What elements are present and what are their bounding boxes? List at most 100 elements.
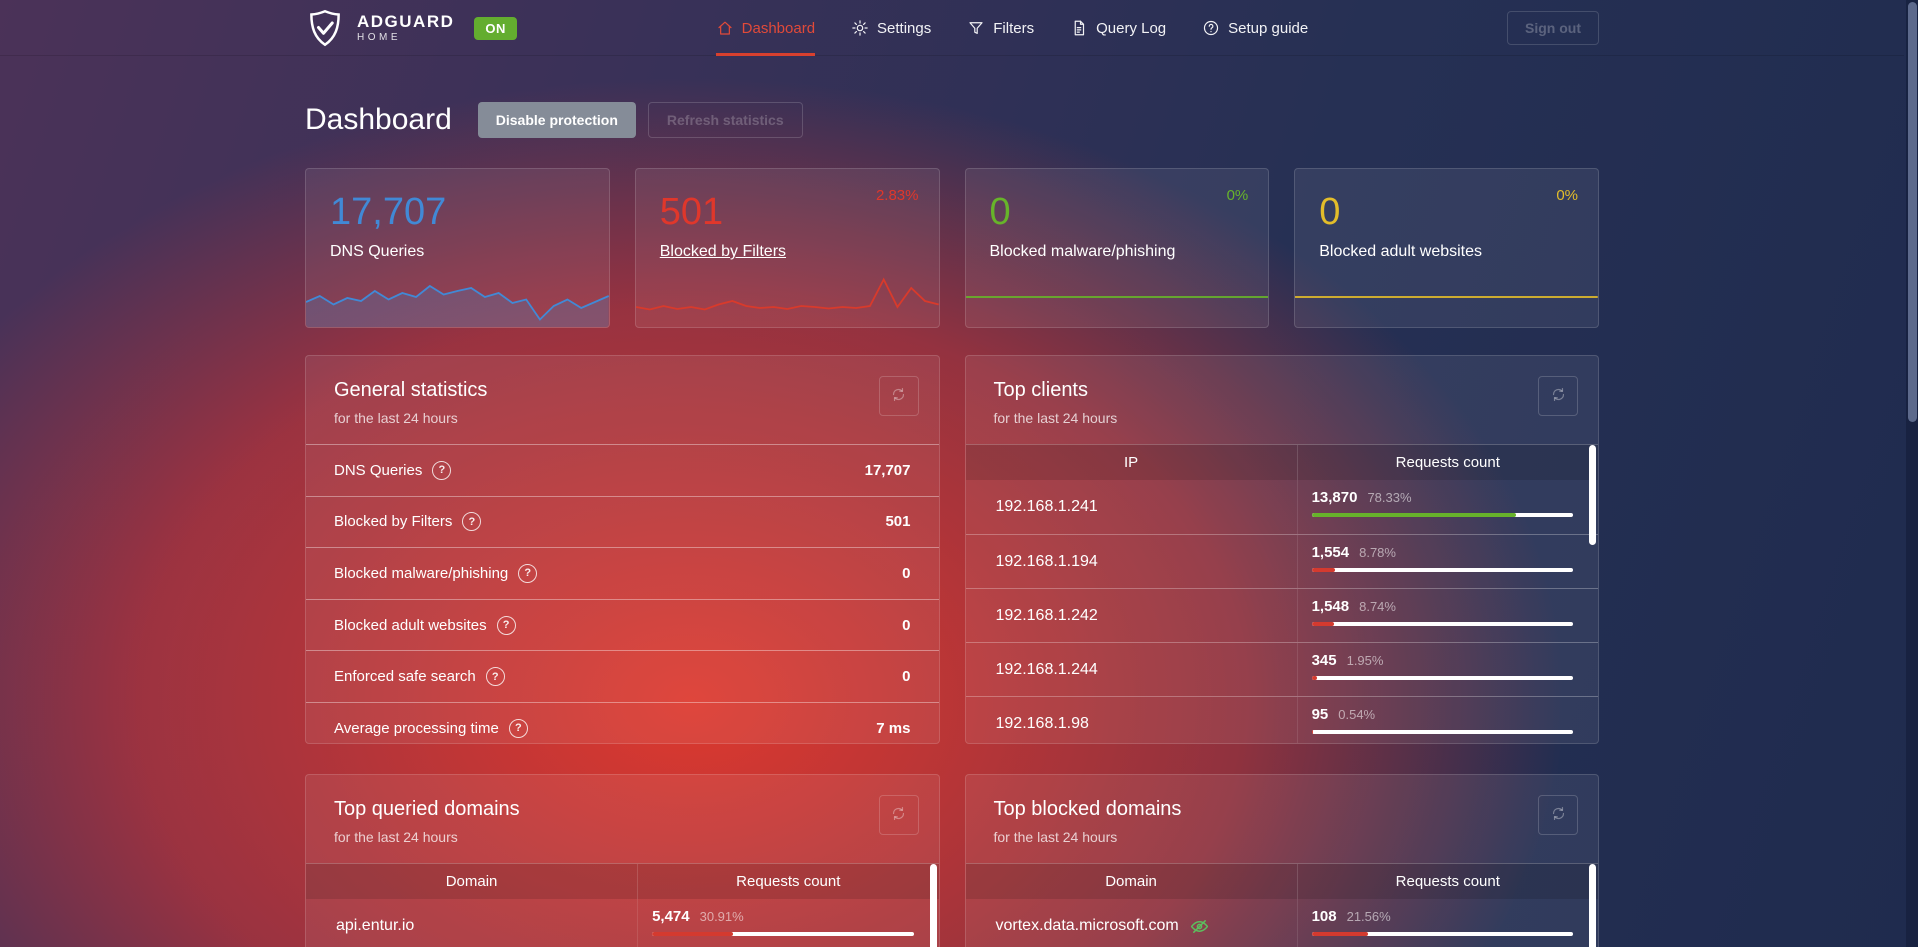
stat-label: DNS Queries bbox=[330, 243, 425, 260]
refresh-button[interactable] bbox=[878, 376, 919, 416]
funnel-icon bbox=[967, 19, 985, 37]
domain-name: vortex.data.microsoft.com bbox=[995, 917, 1179, 934]
help-icon[interactable]: ? bbox=[508, 718, 528, 738]
blocked-by-filters-sparkline bbox=[636, 277, 939, 327]
blocked-rows: vortex.data.microsoft.com 108 21.56% bbox=[966, 899, 1599, 947]
refresh-button[interactable] bbox=[1538, 376, 1578, 416]
progress-fill bbox=[1311, 676, 1317, 680]
panel-subtitle: for the last 24 hours bbox=[993, 410, 1118, 426]
table-scrollbar-thumb[interactable] bbox=[929, 864, 937, 947]
queried-domains-table: Domain Requests count api.entur.io 5,474… bbox=[306, 863, 939, 947]
window-scrollbar-track[interactable] bbox=[1906, 0, 1918, 947]
nav-item-query-log[interactable]: Query Log bbox=[1070, 0, 1166, 56]
stat-percent: 2.83% bbox=[875, 187, 919, 204]
requests-percent: 21.56% bbox=[1346, 909, 1391, 924]
eye-off-icon[interactable] bbox=[1189, 916, 1210, 937]
doc-icon bbox=[1070, 19, 1088, 37]
requests-count: 345 bbox=[1311, 652, 1337, 669]
nav-item-dashboard[interactable]: Dashboard bbox=[715, 0, 816, 56]
home-icon bbox=[716, 19, 734, 37]
stat-label[interactable]: Blocked by Filters bbox=[659, 243, 787, 260]
blocked-malware-sparkline bbox=[966, 277, 1269, 327]
stat-label: Blocked malware/phishing bbox=[989, 243, 1176, 260]
requests-count: 5,474 bbox=[652, 908, 690, 925]
stat-card-blocked-by-filters: 501 Blocked by Filters 2.83% bbox=[634, 168, 940, 328]
stat-row-label: Blocked malware/phishing bbox=[334, 564, 509, 582]
panel-top-blocked-domains: Top blocked domains for the last 24 hour… bbox=[964, 774, 1599, 947]
panel-title: Top clients bbox=[993, 379, 1089, 401]
requests-count: 13,870 bbox=[1311, 489, 1358, 506]
stat-label: Blocked adult websites bbox=[1319, 243, 1483, 260]
column-header-ip: IP bbox=[966, 445, 1298, 480]
stats-row: Blocked adult websites ? 0 bbox=[306, 598, 939, 651]
progress-bar bbox=[1311, 622, 1573, 626]
progress-fill bbox=[1311, 622, 1335, 626]
app-logo[interactable]: ADGUARD HOME ON bbox=[305, 8, 517, 48]
client-row: 192.168.1.98 95 0.54% bbox=[965, 696, 1598, 743]
client-ip: 192.168.1.244 bbox=[966, 643, 1298, 696]
stat-row-value: 7 ms bbox=[876, 719, 911, 737]
requests-percent: 1.95% bbox=[1346, 653, 1384, 668]
sign-out-button[interactable]: Sign out bbox=[1507, 11, 1599, 45]
stat-row-label: Blocked adult websites bbox=[334, 616, 487, 634]
progress-bar bbox=[1311, 568, 1573, 572]
requests-percent: 0.54% bbox=[1338, 707, 1376, 722]
stat-value: 0 bbox=[989, 191, 1011, 233]
disable-protection-button[interactable]: Disable protection bbox=[477, 102, 636, 138]
column-header-domain: Domain bbox=[306, 864, 639, 899]
progress-fill bbox=[1311, 730, 1313, 734]
column-header-requests-count: Requests count bbox=[1395, 873, 1500, 890]
panel-title: Top blocked domains bbox=[993, 798, 1182, 820]
client-ip: 192.168.1.194 bbox=[966, 535, 1298, 588]
column-header-requests-count: Requests count bbox=[1395, 454, 1500, 471]
help-icon[interactable]: ? bbox=[518, 563, 538, 583]
queried-rows: api.entur.io 5,474 30.91% bbox=[306, 899, 939, 947]
table-scrollbar-thumb[interactable] bbox=[1589, 445, 1596, 545]
help-icon[interactable]: ? bbox=[496, 615, 516, 635]
requests-count: 1,554 bbox=[1311, 544, 1350, 561]
refresh-icon bbox=[890, 805, 907, 825]
progress-fill bbox=[1311, 932, 1368, 936]
refresh-button[interactable] bbox=[1538, 795, 1578, 835]
stat-row-label: Average processing time bbox=[334, 719, 499, 737]
shield-logo-icon bbox=[310, 9, 340, 47]
stat-value: 17,707 bbox=[330, 191, 447, 233]
refresh-button[interactable] bbox=[878, 795, 919, 835]
stat-row-value: 0 bbox=[902, 668, 911, 686]
stat-row-value: 17,707 bbox=[864, 461, 911, 479]
gear-icon bbox=[851, 19, 869, 37]
help-icon[interactable]: ? bbox=[462, 512, 482, 532]
table-scrollbar-thumb[interactable] bbox=[1589, 864, 1596, 947]
protection-status-badge: ON bbox=[474, 16, 517, 40]
window-scrollbar-thumb[interactable] bbox=[1907, 2, 1917, 422]
stats-row: Blocked by Filters ? 501 bbox=[306, 495, 939, 548]
stat-cards: 17,707 DNS Queries 501 Blocked by Filter… bbox=[305, 168, 1599, 328]
nav-item-setup-guide[interactable]: Setup guide bbox=[1202, 0, 1308, 56]
panel-top-queried-domains: Top queried domains for the last 24 hour… bbox=[305, 774, 940, 947]
column-header-domain: Domain bbox=[966, 864, 1298, 899]
stat-percent: 0% bbox=[1226, 187, 1249, 204]
refresh-statistics-button[interactable]: Refresh statistics bbox=[647, 102, 803, 138]
stat-row-value: 0 bbox=[902, 616, 911, 634]
progress-fill bbox=[652, 932, 733, 936]
client-row: 192.168.1.241 13,870 78.33% bbox=[966, 480, 1599, 534]
dns-queries-sparkline bbox=[306, 277, 609, 327]
stat-card-dns-queries: 17,707 DNS Queries bbox=[305, 168, 610, 328]
nav-item-settings[interactable]: Settings bbox=[851, 0, 931, 56]
help-icon[interactable]: ? bbox=[432, 460, 452, 480]
requests-percent: 8.78% bbox=[1359, 545, 1396, 560]
client-ip: 192.168.1.98 bbox=[966, 697, 1298, 743]
client-row: 192.168.1.244 345 1.95% bbox=[965, 642, 1598, 696]
help-icon[interactable]: ? bbox=[485, 667, 505, 687]
client-ip: 192.168.1.242 bbox=[966, 589, 1298, 642]
stat-value: 501 bbox=[659, 191, 724, 233]
client-row: 192.168.1.194 1,554 8.78% bbox=[965, 534, 1598, 588]
requests-count: 1,548 bbox=[1311, 598, 1350, 615]
stat-row-label: Enforced safe search bbox=[334, 668, 476, 686]
clients-rows: 192.168.1.241 13,870 78.33% 192.168.1.19… bbox=[965, 480, 1599, 743]
stats-row: Enforced safe search ? 0 bbox=[306, 650, 939, 702]
nav-item-filters[interactable]: Filters bbox=[967, 0, 1034, 56]
blocked-domains-table: Domain Requests count vortex.data.micros… bbox=[965, 863, 1599, 947]
top-nav: ADGUARD HOME ON Dashboard Settings Filte… bbox=[0, 0, 1904, 56]
